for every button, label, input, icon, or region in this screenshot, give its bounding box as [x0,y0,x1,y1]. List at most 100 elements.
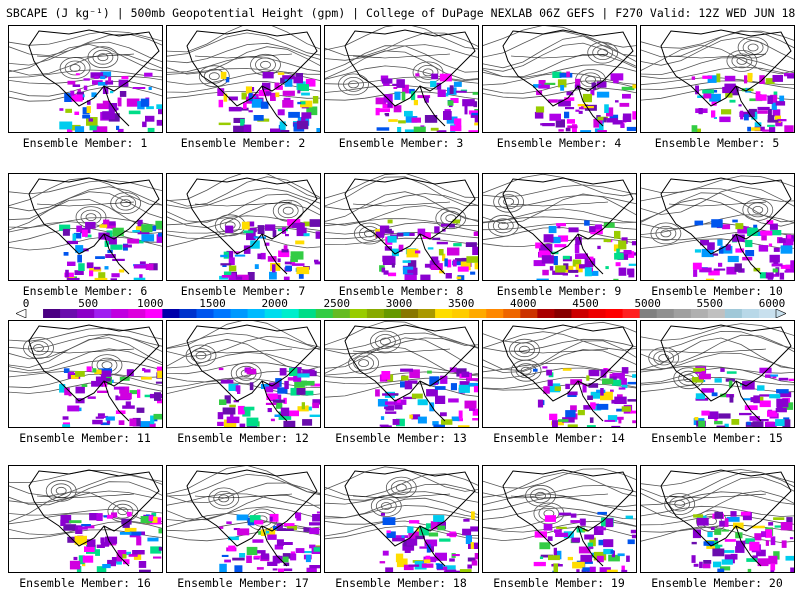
height-contour [585,76,596,84]
cape-shading [771,263,783,267]
cape-shading [95,256,105,259]
cape-shading [548,99,558,103]
cape-shading [563,531,574,539]
cape-shading [776,403,783,412]
cape-shading [249,515,261,523]
cape-shading [467,557,476,562]
cape-shading [132,417,141,427]
cape-shading [773,517,785,520]
cape-shading [470,271,476,275]
cape-shading [384,406,392,410]
ensemble-panel [8,25,163,133]
cape-shading [787,234,792,241]
cape-shading [769,394,781,399]
cape-shading [86,366,92,372]
cape-shading [306,106,318,116]
cape-shading [565,383,570,390]
cape-shading [116,125,120,130]
cape-shading [589,566,596,572]
height-contour [325,174,478,199]
cape-shading [571,537,580,543]
cape-shading [461,371,470,378]
cape-shading [291,263,305,266]
cape-shading [250,240,260,249]
cape-shading [257,225,265,234]
cape-shading [586,425,596,427]
cape-shading [64,272,74,278]
cape-shading [128,553,138,557]
cape-shading [614,396,627,404]
colorbar-tick-label: 2000 [261,297,288,310]
cape-shading [129,418,137,427]
height-contour [519,345,530,354]
cape-shading [556,223,566,227]
cape-shading [266,393,278,401]
height-contour [167,494,320,521]
height-contour [653,350,675,366]
colorbar-tick-label: 500 [78,297,99,310]
height-contour [483,35,636,69]
cape-shading [434,226,440,233]
height-contour [325,205,478,226]
cape-shading [301,116,306,122]
cape-shading [611,425,621,427]
cape-shading [718,413,731,419]
cape-shading [222,264,227,267]
cape-shading [776,398,789,408]
cape-shading [150,415,155,425]
cape-shading [718,262,723,267]
height-contour [483,484,636,499]
colorbar-tick-label: 2500 [323,297,351,310]
height-contour [641,352,794,371]
cape-shading [270,92,276,101]
cape-shading [546,369,552,376]
cape-shading [543,234,554,243]
cape-shading [538,84,550,89]
cape-shading [773,247,780,252]
cape-shading [692,377,704,383]
cape-shading [238,107,249,111]
cape-shading [703,563,711,569]
cape-shading [391,248,399,257]
cape-shading [471,511,475,520]
cape-shading [786,517,793,525]
cape-shading [395,399,407,405]
height-contour [325,505,478,519]
cape-shading [773,551,780,560]
colorbar-swatch [145,309,163,318]
colorbar-swatch [383,309,402,318]
cape-shading [226,416,240,424]
colorbar-scale [16,309,786,318]
cape-shading [474,553,478,560]
cape-shading [67,261,76,266]
cape-shading [233,528,240,531]
cape-shading [156,104,162,109]
cape-shading [735,546,745,553]
cape-shading [542,366,548,369]
cape-shading [426,523,433,529]
cape-shading [555,119,565,128]
cape-shading [125,401,131,406]
height-contour [510,359,542,382]
cape-shading [403,396,417,400]
cape-shading [779,392,792,398]
cape-shading [303,527,311,532]
cape-shading [472,418,478,421]
cape-shading [277,258,281,263]
cape-shading [627,268,635,275]
cape-shading [566,119,575,124]
cape-shading [279,368,287,376]
cape-shading [78,263,85,271]
cape-shading [567,391,578,396]
height-contour [9,491,162,523]
height-contour [737,36,769,59]
colorbar-swatch [724,309,743,318]
cape-shading [407,260,417,268]
cape-shading [470,113,478,118]
cape-shading [62,424,71,427]
cape-shading [225,225,234,233]
cape-shading [557,226,561,229]
cape-shading [151,516,158,523]
cape-shading [260,101,269,109]
ensemble-panel [640,465,795,573]
